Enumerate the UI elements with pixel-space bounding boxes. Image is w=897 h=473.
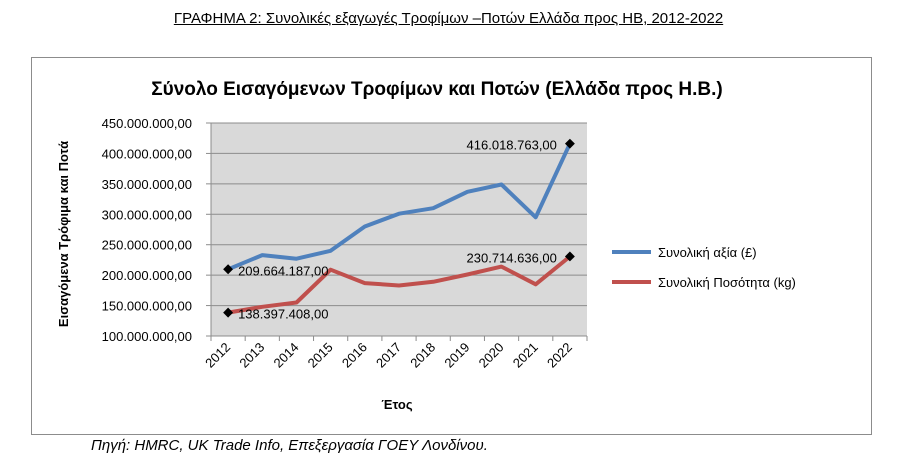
chart-title: Σύνολο Εισαγόμενων Τροφίμων και Ποτών (Ε…	[151, 79, 722, 100]
x-axis-label: Έτος	[381, 397, 412, 412]
x-axis-ticks: 2012 2013 2014 2015 2016 2017 2018 2019 2020 2021…	[202, 336, 588, 371]
y-tick-label: 200.000.000,00	[102, 268, 192, 283]
data-label: 416.018.763,00	[467, 138, 557, 153]
y-axis-label: Εισαγόμενα Τρόφιμα και Ποτά	[56, 141, 71, 327]
y-tick-label: 100.000.000,00	[102, 329, 192, 344]
x-tick-label: 2014	[271, 340, 302, 371]
y-tick-label: 300.000.000,00	[102, 207, 192, 222]
data-point-marker	[223, 307, 234, 318]
data-label: 230.714.636,00	[467, 250, 557, 265]
legend-label: Συνολική Ποσότητα (kg)	[658, 275, 796, 290]
data-label: 138.397.408,00	[238, 307, 328, 322]
legend: Συνολική αξία (£) Συνολική Ποσότητα (kg)	[612, 245, 796, 290]
series-layer	[223, 138, 575, 318]
x-tick-label: 2017	[373, 340, 404, 371]
source-note: Πηγή: HMRC, UK Trade Info, Επεξεργασία Γ…	[91, 437, 488, 454]
series-0	[226, 141, 572, 272]
x-tick-label: 2013	[236, 340, 267, 371]
y-tick-label: 450.000.000,00	[102, 116, 192, 131]
series-line	[226, 254, 572, 315]
x-tick-label: 2012	[202, 340, 233, 371]
x-tick-label: 2022	[544, 340, 575, 371]
x-tick-label: 2020	[476, 340, 507, 371]
y-tick-label: 150.000.000,00	[102, 299, 192, 314]
x-tick-label: 2021	[510, 340, 541, 371]
data-point-marker	[564, 251, 575, 262]
y-tick-label: 250.000.000,00	[102, 238, 192, 253]
x-tick-label: 2018	[407, 340, 438, 371]
series-1	[226, 254, 572, 315]
legend-label: Συνολική αξία (£)	[658, 245, 757, 260]
data-labels: 209.664.187,00 416.018.763,00 138.397.408,…	[238, 138, 557, 322]
data-point-marker	[223, 264, 234, 275]
x-tick-label: 2019	[441, 340, 472, 371]
figure-caption: ΓΡΑΦΗΜΑ 2: Συνολικές εξαγωγές Τροφίμων –…	[173, 10, 724, 27]
series-line	[226, 141, 572, 272]
data-label: 209.664.187,00	[238, 263, 328, 278]
plot-area	[211, 123, 587, 336]
y-axis-ticks: 100.000.000,00 150.000.000,00 200.000.000,…	[102, 116, 587, 344]
y-tick-label: 400.000.000,00	[102, 146, 192, 161]
y-tick-label: 350.000.000,00	[102, 177, 192, 192]
x-tick-label: 2015	[305, 340, 336, 371]
x-tick-label: 2016	[339, 340, 370, 371]
data-point-marker	[564, 138, 575, 149]
